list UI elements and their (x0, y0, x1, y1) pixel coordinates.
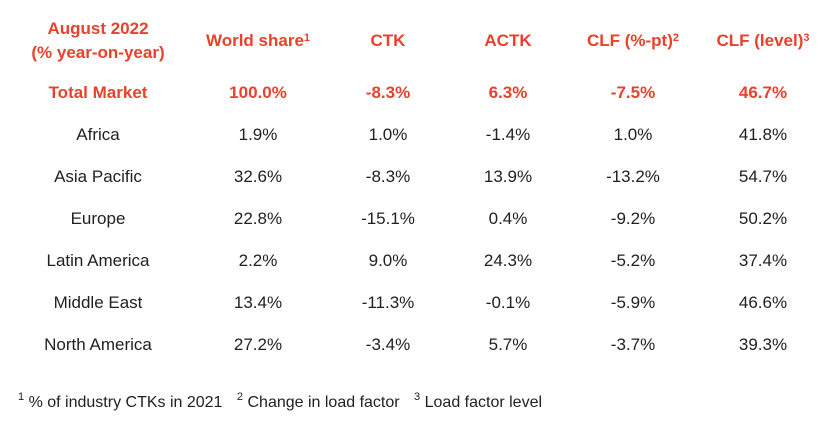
cell-actk: -1.4% (485, 125, 531, 144)
cell-world-share: 22.8% (233, 209, 283, 228)
header-world-share-label: World share (205, 31, 304, 50)
footnote-2: 2 Change in load factor (236, 391, 400, 411)
cell-actk: -0.1% (485, 293, 531, 312)
header-ctk-label: CTK (370, 31, 406, 50)
footnote-2-sup: 2 (236, 391, 244, 403)
cell-ctk: 1.0% (368, 125, 408, 144)
table-row-middle-east: Middle East 13.4% -11.3% -0.1% -5.9% 46.… (8, 282, 828, 324)
header-period-line2: (% year-on-year) (31, 43, 165, 62)
cell-actk: 5.7% (488, 335, 528, 354)
cell-region: Africa (76, 125, 120, 144)
footnote-1: 1 % of industry CTKs in 2021 (18, 391, 223, 411)
cell-world-share: 100.0% (229, 83, 287, 102)
cell-ctk: -3.4% (365, 335, 411, 354)
header-period-line1: August 2022 (47, 19, 149, 38)
cell-ctk: -15.1% (361, 209, 415, 228)
header-clf-level: CLF (level)3 (698, 10, 828, 72)
footnote-3-text: Load factor level (424, 394, 543, 411)
header-clf-pt-label: CLF (%-pt) (586, 31, 673, 50)
cell-clf-level: 37.4% (738, 251, 788, 270)
cell-region: Total Market (48, 83, 148, 102)
cell-ctk: -8.3% (365, 167, 411, 186)
cell-world-share: 1.9% (238, 125, 278, 144)
header-actk-label: ACTK (484, 31, 532, 50)
cell-region: Asia Pacific (54, 167, 142, 186)
cell-clf-level: 41.8% (738, 125, 788, 144)
table-row-latin-america: Latin America 2.2% 9.0% 24.3% -5.2% 37.4… (8, 240, 828, 282)
cell-world-share: 13.4% (233, 293, 283, 312)
header-clf-pt-sup: 2 (672, 32, 680, 44)
table-row-africa: Africa 1.9% 1.0% -1.4% 1.0% 41.8% (8, 114, 828, 156)
table-header-row: August 2022 (% year-on-year) World share… (8, 10, 828, 72)
cell-clf-pt: -3.7% (610, 335, 656, 354)
cell-ctk: -11.3% (361, 293, 415, 312)
cell-region: Latin America (46, 251, 150, 270)
cell-actk: 24.3% (483, 251, 533, 270)
cell-world-share: 2.2% (238, 251, 278, 270)
header-ctk: CTK (328, 10, 448, 72)
cell-region: Middle East (53, 293, 143, 312)
table-row-total-market: Total Market 100.0% -8.3% 6.3% -7.5% 46.… (8, 72, 828, 114)
header-clf-level-sup: 3 (803, 32, 810, 44)
cell-clf-level: 39.3% (738, 335, 788, 354)
cargo-market-table: August 2022 (% year-on-year) World share… (8, 10, 828, 366)
cell-clf-level: 46.6% (738, 293, 788, 312)
footnote-1-text: % of industry CTKs in 2021 (28, 394, 223, 411)
cell-clf-pt: -5.2% (610, 251, 656, 270)
header-period: August 2022 (% year-on-year) (8, 10, 188, 72)
cell-clf-level: 54.7% (738, 167, 788, 186)
table-row-north-america: North America 27.2% -3.4% 5.7% -3.7% 39.… (8, 324, 828, 366)
footnotes: 1 % of industry CTKs in 2021 2 Change in… (18, 391, 552, 412)
cell-actk: 6.3% (488, 83, 528, 102)
footnote-1-sup: 1 (18, 391, 25, 403)
cell-clf-pt: 1.0% (613, 125, 653, 144)
header-world-share: World share1 (188, 10, 328, 72)
footnote-3-sup: 3 (414, 391, 421, 403)
cell-region: North America (44, 335, 152, 354)
cell-clf-pt: -9.2% (610, 209, 656, 228)
footnote-3: 3 Load factor level (414, 391, 543, 411)
cell-ctk: 9.0% (368, 251, 408, 270)
cell-ctk: -8.3% (365, 83, 411, 102)
header-actk: ACTK (448, 10, 568, 72)
header-clf-pt: CLF (%-pt)2 (568, 10, 698, 72)
cell-world-share: 32.6% (233, 167, 283, 186)
cell-actk: 13.9% (483, 167, 533, 186)
cell-clf-level: 46.7% (738, 83, 788, 102)
header-world-share-sup: 1 (303, 32, 311, 44)
cell-actk: 0.4% (488, 209, 528, 228)
cell-world-share: 27.2% (233, 335, 283, 354)
cell-clf-pt: -7.5% (610, 83, 656, 102)
footnote-2-text: Change in load factor (247, 394, 400, 411)
cell-clf-pt: -13.2% (606, 167, 660, 186)
header-clf-level-label: CLF (level) (716, 31, 804, 50)
cell-clf-pt: -5.9% (610, 293, 656, 312)
cell-region: Europe (70, 209, 126, 228)
table-row-asia-pacific: Asia Pacific 32.6% -8.3% 13.9% -13.2% 54… (8, 156, 828, 198)
cell-clf-level: 50.2% (738, 209, 788, 228)
table-row-europe: Europe 22.8% -15.1% 0.4% -9.2% 50.2% (8, 198, 828, 240)
